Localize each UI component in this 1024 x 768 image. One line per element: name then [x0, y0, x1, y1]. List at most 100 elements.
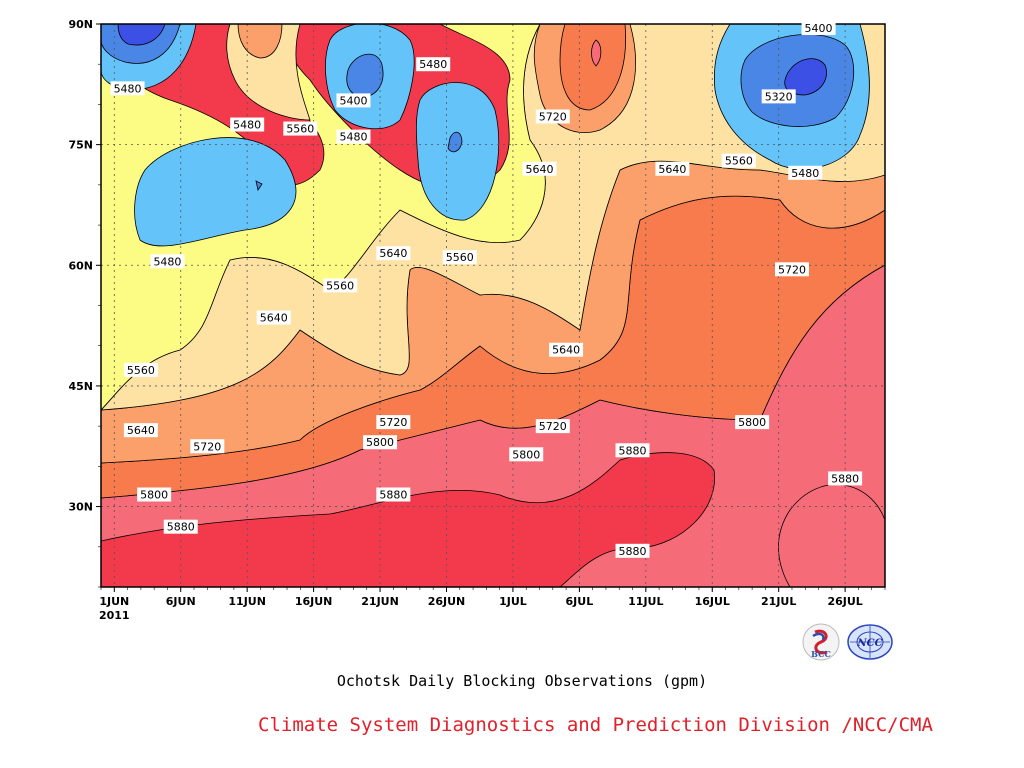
contour-label-text: 5880: [831, 472, 859, 485]
contour-label-bg: [801, 21, 836, 36]
contour-label: 5400: [801, 21, 836, 36]
contour-label-bg: [376, 246, 411, 261]
contour-label: 5880: [615, 543, 650, 558]
fill-band-5480: [101, 24, 546, 411]
contour-label-text: 5880: [619, 545, 647, 558]
contour-label: 5560: [323, 278, 358, 293]
contour-label: 5560: [283, 121, 318, 136]
contour-label-text: 5880: [619, 444, 647, 457]
x-tick-label: 26JUN: [428, 595, 466, 608]
contour-fills: [101, 24, 885, 587]
x-tick-label: 26JUL: [827, 595, 862, 608]
contour-label-text: 5560: [446, 251, 474, 264]
contour-label: 5800: [363, 435, 398, 450]
ncc-logo-text: NCC: [856, 638, 882, 649]
contour-label-bg: [828, 471, 863, 486]
contour-label: 5880: [376, 487, 411, 502]
contour-label-bg: [110, 81, 145, 96]
x-tick-label: 21JUL: [761, 595, 796, 608]
y-axis: 90N 75N 60N 45N 30N: [68, 18, 101, 588]
contour-label-text: 5640: [552, 344, 580, 357]
contour-label-text: 5400: [339, 94, 367, 107]
credit-line: Climate System Diagnostics and Predictio…: [258, 714, 933, 736]
contour-label: 5640: [256, 310, 291, 325]
fill-low-late-jun-core: [447, 131, 463, 153]
contour-label: 5480: [150, 254, 185, 269]
contour-label-text: 5880: [167, 521, 195, 534]
x-tick-label: 16JUN: [295, 595, 333, 608]
y-tick-label: 75N: [68, 139, 93, 152]
contour-label: 5880: [615, 443, 650, 458]
contour-label-text: 5560: [127, 364, 155, 377]
x-tick-label: 1JUL: [499, 595, 527, 608]
contour-label-bg: [163, 519, 198, 534]
contour-label-text: 5320: [765, 90, 793, 103]
contour-label: 5720: [190, 439, 225, 454]
contour-label-text: 5640: [379, 247, 407, 260]
fill-high-top-center-peak: [591, 39, 602, 67]
contour-label-bg: [788, 165, 823, 180]
contour-label: 5720: [535, 109, 570, 124]
contour-label-text: 5480: [339, 131, 367, 144]
contour-label: 5640: [655, 161, 690, 176]
contour-label: 5320: [761, 89, 796, 104]
contour-label-text: 5640: [127, 424, 155, 437]
contour-label: 5800: [137, 487, 172, 502]
contour-label-bg: [376, 415, 411, 430]
contour-labels: 5400 5480 5480 5400 5320 5720 5480 5560 5480 5560…: [110, 21, 863, 558]
x-tick-label: 1JUN: [99, 595, 129, 608]
contour-label-text: 5560: [725, 155, 753, 168]
fill-high-top-left-core: [237, 24, 283, 59]
contour-label-text: 5720: [193, 440, 221, 453]
contour-label: 5640: [549, 342, 584, 357]
contour-label: 5640: [376, 246, 411, 261]
fill-low-early-jun-core: [255, 180, 263, 192]
bcc-logo-text: BCC: [811, 649, 831, 659]
x-tick-label: 16JUL: [695, 595, 730, 608]
contour-label: 5560: [442, 250, 477, 265]
fill-high-top-center-core: [559, 24, 626, 111]
x-year-label: 2011: [99, 609, 130, 622]
contour-label: 5640: [522, 161, 557, 176]
x-tick-label: 6JUL: [566, 595, 594, 608]
contour-label-bg: [137, 487, 172, 502]
contour-label: 5400: [336, 93, 371, 108]
contour-label-text: 5640: [658, 163, 686, 176]
contour-label-text: 5480: [153, 255, 181, 268]
y-tick-label: 90N: [68, 18, 93, 31]
contour-label-text: 5800: [366, 436, 394, 449]
contour-label-bg: [190, 439, 225, 454]
contour-label-text: 5560: [286, 123, 314, 136]
contour-label-bg: [735, 415, 770, 430]
fill-low-topleft-peak: [117, 24, 166, 46]
contour-label-bg: [761, 89, 796, 104]
contour-label: 5560: [721, 153, 756, 168]
contour-label-bg: [416, 57, 451, 72]
x-tick-label: 11JUL: [628, 595, 663, 608]
contour-label: 5480: [230, 117, 265, 132]
contour-label: 5640: [123, 423, 158, 438]
contour-label-bg: [363, 435, 398, 450]
x-tick-label: 6JUN: [166, 595, 196, 608]
contour-label: 5480: [110, 81, 145, 96]
y-tick-label: 60N: [68, 259, 93, 272]
contour-label-bg: [123, 362, 158, 377]
contour-label-bg: [721, 153, 756, 168]
contour-label: 5800: [509, 447, 544, 462]
contour-label-bg: [230, 117, 265, 132]
x-tick-label: 11JUN: [228, 595, 266, 608]
contour-label-bg: [376, 487, 411, 502]
contour-label: 5720: [376, 415, 411, 430]
contour-label-text: 5640: [260, 312, 288, 325]
contour-label-text: 5480: [419, 58, 447, 71]
contour-label-bg: [655, 161, 690, 176]
contour-label: 5720: [774, 262, 809, 277]
contour-label-bg: [442, 250, 477, 265]
contour-label-bg: [774, 262, 809, 277]
contour-label: 5480: [788, 165, 823, 180]
contour-label-bg: [256, 310, 291, 325]
contour-label: 5560: [123, 362, 158, 377]
contour-label-bg: [150, 254, 185, 269]
contour-label-bg: [509, 447, 544, 462]
